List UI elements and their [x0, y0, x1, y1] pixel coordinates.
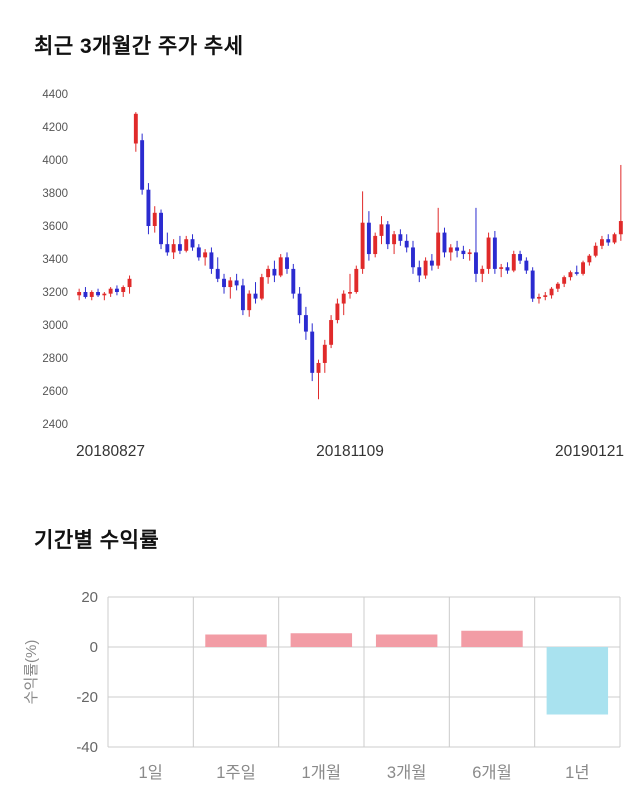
svg-text:3800: 3800: [42, 188, 68, 200]
returns-chart-title: 기간별 수익률: [34, 529, 160, 552]
svg-text:6개월: 6개월: [472, 763, 512, 782]
svg-text:3000: 3000: [42, 320, 68, 332]
svg-text:4200: 4200: [42, 122, 68, 134]
svg-text:3600: 3600: [42, 221, 68, 233]
svg-text:20: 20: [81, 589, 98, 606]
returns-bar-chart: 20 0 -20 -40 1일 1주일 1개월 3개월 6개월 1년 수익률(%): [23, 589, 621, 782]
svg-text:2800: 2800: [42, 353, 68, 365]
svg-text:0: 0: [90, 639, 98, 656]
svg-text:20190121: 20190121: [555, 443, 624, 460]
svg-text:2600: 2600: [42, 386, 68, 398]
svg-text:1년: 1년: [565, 763, 589, 782]
price-candlestick-chart: 4400 4200 4000 3800 3600 3400 3200 3000 2800 2600…: [42, 89, 624, 460]
svg-text:1일: 1일: [138, 763, 162, 782]
svg-text:-40: -40: [76, 739, 98, 756]
svg-text:3개월: 3개월: [387, 763, 427, 782]
svg-text:4400: 4400: [42, 89, 68, 101]
svg-text:1주일: 1주일: [216, 763, 256, 782]
svg-text:2400: 2400: [42, 419, 68, 431]
svg-text:20180827: 20180827: [76, 443, 145, 460]
svg-text:3200: 3200: [42, 287, 68, 299]
svg-text:수익률(%): 수익률(%): [23, 640, 40, 705]
svg-text:20181109: 20181109: [316, 443, 384, 460]
svg-text:-20: -20: [76, 689, 98, 706]
svg-text:1개월: 1개월: [302, 763, 342, 782]
svg-text:4000: 4000: [42, 155, 68, 167]
svg-text:3400: 3400: [42, 254, 68, 266]
price-chart-title: 최근 3개월간 주가 추세: [34, 35, 244, 58]
